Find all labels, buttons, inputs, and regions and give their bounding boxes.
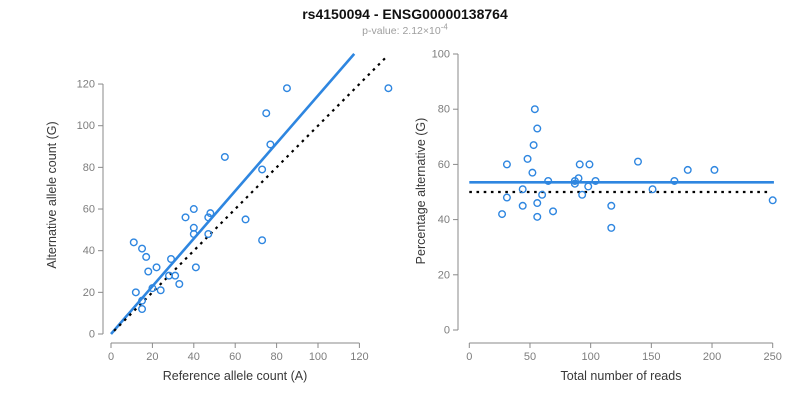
p-value-label: p-value: 2.12×10-4 bbox=[0, 22, 800, 37]
data-point bbox=[191, 263, 200, 272]
data-point bbox=[204, 230, 213, 239]
data-point bbox=[518, 185, 527, 194]
data-point bbox=[578, 190, 587, 199]
y-tick-label: 40 bbox=[83, 245, 95, 257]
data-point bbox=[175, 280, 184, 289]
data-point bbox=[156, 286, 165, 295]
y-tick-label: 60 bbox=[83, 204, 95, 216]
x-tick-label: 0 bbox=[466, 351, 472, 363]
data-point bbox=[148, 284, 157, 293]
data-point bbox=[138, 244, 147, 253]
figure-title: rs4150094 - ENSG00000138764 bbox=[302, 6, 508, 22]
x-tick-label: 200 bbox=[703, 351, 721, 363]
left-x-axis-label: Reference allele count (A) bbox=[162, 369, 308, 383]
data-point bbox=[683, 165, 692, 174]
data-point bbox=[607, 201, 616, 210]
data-point bbox=[533, 124, 542, 133]
data-point bbox=[585, 160, 594, 169]
data-point bbox=[152, 263, 161, 272]
left-y-axis-label: Alternative allele count (G) bbox=[45, 121, 59, 269]
data-point bbox=[189, 205, 198, 214]
plot-allele-counts: 0 20 40 60 80 100 120 0 20 40 60 80 100 120 bbox=[77, 52, 393, 363]
y-tick-label: 0 bbox=[89, 329, 95, 341]
data-point bbox=[206, 209, 215, 218]
p-value-exponent: -4 bbox=[440, 22, 448, 32]
data-point bbox=[384, 84, 393, 93]
data-point bbox=[670, 176, 679, 185]
data-point bbox=[584, 182, 593, 191]
data-point bbox=[544, 176, 553, 185]
x-tick-label: 120 bbox=[350, 351, 368, 363]
data-point bbox=[574, 174, 583, 183]
x-tick-label: 100 bbox=[309, 351, 327, 363]
data-point bbox=[538, 190, 547, 199]
y-tick-label: 80 bbox=[83, 162, 95, 174]
y-tick-label: 100 bbox=[432, 49, 450, 61]
y-tick-label: 20 bbox=[83, 287, 95, 299]
data-point bbox=[518, 201, 527, 210]
data-point bbox=[241, 215, 250, 224]
x-tick-label: 0 bbox=[108, 351, 114, 363]
data-point bbox=[144, 267, 153, 276]
data-point bbox=[633, 157, 642, 166]
data-point bbox=[204, 213, 213, 222]
y-tick-label: 80 bbox=[438, 104, 450, 116]
data-point bbox=[768, 196, 777, 205]
data-point bbox=[171, 271, 180, 280]
x-tick-label: 40 bbox=[188, 351, 200, 363]
data-point bbox=[502, 160, 511, 169]
x-tick-label: 150 bbox=[642, 351, 660, 363]
plot-percentage-vs-reads: 0 50 100 150 200 250 0 20 40 60 80 100 bbox=[432, 49, 782, 364]
data-point bbox=[607, 223, 616, 232]
data-point bbox=[648, 185, 657, 194]
right-y-axis-label: Percentage alternative (G) bbox=[414, 117, 428, 265]
p-value-text: p-value: 2.12×10 bbox=[362, 25, 441, 37]
data-point bbox=[189, 223, 198, 232]
data-point bbox=[266, 140, 275, 149]
data-point bbox=[530, 105, 539, 114]
data-point bbox=[502, 193, 511, 202]
x-tick-label: 50 bbox=[524, 351, 536, 363]
data-point bbox=[181, 213, 190, 222]
data-point bbox=[529, 141, 538, 150]
x-tick-label: 80 bbox=[270, 351, 282, 363]
data-point bbox=[131, 288, 140, 297]
x-tick-label: 100 bbox=[581, 351, 599, 363]
x-tick-label: 250 bbox=[764, 351, 782, 363]
data-point bbox=[570, 179, 579, 188]
data-point bbox=[167, 255, 176, 264]
y-tick-label: 20 bbox=[438, 269, 450, 281]
data-point bbox=[138, 296, 147, 305]
data-point bbox=[575, 160, 584, 169]
data-point bbox=[710, 165, 719, 174]
data-point bbox=[220, 152, 229, 161]
x-tick-label: 60 bbox=[229, 351, 241, 363]
data-point bbox=[262, 109, 271, 118]
data-point bbox=[258, 165, 267, 174]
data-point bbox=[549, 207, 558, 216]
y-tick-label: 120 bbox=[77, 79, 95, 91]
x-tick-label: 20 bbox=[146, 351, 158, 363]
data-point bbox=[142, 252, 151, 261]
data-point bbox=[533, 199, 542, 208]
fit-line bbox=[110, 52, 356, 335]
data-point bbox=[591, 176, 600, 185]
right-x-axis-label: Total number of reads bbox=[560, 369, 682, 383]
y-tick-label: 0 bbox=[444, 325, 450, 337]
data-point bbox=[533, 212, 542, 221]
data-point bbox=[138, 305, 147, 314]
data-point bbox=[258, 236, 267, 245]
data-point bbox=[129, 238, 138, 247]
data-point bbox=[523, 154, 532, 163]
y-tick-label: 60 bbox=[438, 159, 450, 171]
y-tick-label: 40 bbox=[438, 214, 450, 226]
y-tick-label: 100 bbox=[77, 120, 95, 132]
data-point bbox=[282, 84, 291, 93]
data-point bbox=[528, 168, 537, 177]
data-point bbox=[498, 210, 507, 219]
